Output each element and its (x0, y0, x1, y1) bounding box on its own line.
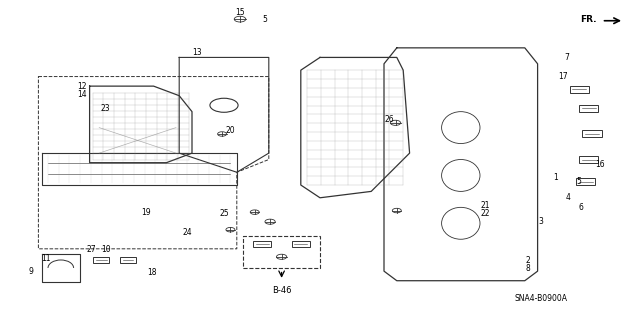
Text: B-46: B-46 (272, 286, 291, 295)
Text: 23: 23 (100, 104, 111, 113)
Text: 12: 12 (77, 82, 86, 91)
Text: 24: 24 (182, 228, 193, 237)
Text: 5: 5 (262, 15, 267, 24)
Text: 27: 27 (86, 245, 97, 254)
Text: 1: 1 (553, 173, 558, 182)
Bar (570, 86, 589, 93)
Text: 17: 17 (558, 72, 568, 81)
Text: 14: 14 (77, 90, 87, 99)
Text: 20: 20 (225, 126, 236, 135)
Text: 8: 8 (525, 264, 531, 273)
Text: 11: 11 (42, 254, 51, 263)
Text: 7: 7 (564, 53, 569, 62)
Text: 4: 4 (566, 193, 571, 202)
Bar (243, 236, 320, 268)
Bar (253, 241, 271, 247)
Text: 6: 6 (578, 204, 583, 212)
Text: 22: 22 (481, 209, 490, 218)
Text: 3: 3 (538, 217, 543, 226)
Text: 18: 18 (148, 268, 157, 277)
Bar (120, 257, 136, 263)
Text: SNA4-B0900A: SNA4-B0900A (515, 294, 567, 303)
Bar (579, 105, 598, 112)
Text: 10: 10 (101, 245, 111, 254)
Text: 19: 19 (141, 208, 151, 217)
Text: FR.: FR. (580, 15, 597, 24)
Bar (292, 241, 310, 247)
Text: 26: 26 (384, 115, 394, 124)
Text: 2: 2 (525, 256, 531, 265)
Bar (93, 257, 109, 263)
Text: 5: 5 (577, 177, 582, 186)
Text: 15: 15 (235, 8, 245, 17)
Bar (576, 178, 595, 185)
Bar (582, 130, 602, 137)
Text: 21: 21 (481, 201, 490, 210)
Text: 9: 9 (28, 267, 33, 276)
Bar (579, 156, 598, 163)
Text: 13: 13 (192, 48, 202, 57)
Text: 16: 16 (595, 160, 605, 169)
Text: 25: 25 (219, 209, 229, 218)
